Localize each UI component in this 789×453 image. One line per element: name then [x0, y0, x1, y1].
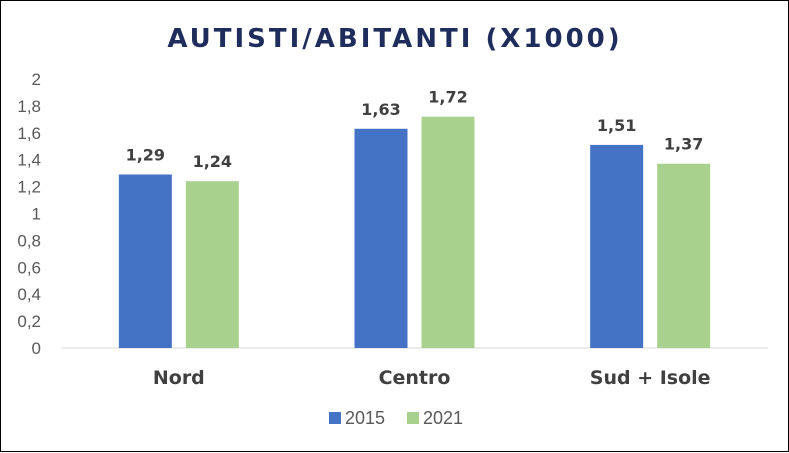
data-label: 1,37 — [664, 135, 703, 154]
bar-2015-1 — [354, 128, 408, 348]
x-axis-categories: Nord Centro Sud + Isole — [153, 367, 711, 389]
bar-2021-2 — [657, 163, 711, 348]
data-label: 1,51 — [597, 116, 636, 135]
bar-2015-0 — [118, 174, 172, 348]
chart-title: AUTISTI/ABITANTI (X1000) — [167, 24, 622, 54]
y-tick-label: 2 — [32, 70, 41, 89]
data-label: 1,29 — [126, 145, 165, 164]
y-axis-ticks: 0 0,2 0,4 0,6 0,8 1 1,2 1,4 1,6 1,8 2 — [17, 70, 41, 358]
bars-group — [118, 116, 711, 348]
x-category-label: Sud + Isole — [590, 367, 711, 389]
y-tick-label: 0,2 — [17, 312, 41, 331]
data-label: 1,72 — [428, 88, 467, 107]
data-labels-group: 1,29 1,24 1,63 1,72 1,51 1,37 — [126, 88, 704, 172]
y-tick-label: 0,8 — [17, 231, 41, 250]
x-category-label: Centro — [379, 367, 451, 389]
data-label: 1,63 — [361, 100, 400, 119]
y-tick-label: 1 — [32, 205, 41, 224]
x-category-label: Nord — [153, 367, 205, 389]
data-label: 1,24 — [193, 152, 232, 171]
legend-swatch — [407, 412, 419, 424]
legend-label: 2021 — [423, 408, 463, 428]
y-tick-label: 1,6 — [17, 124, 41, 143]
y-tick-label: 0,4 — [17, 285, 41, 304]
bar-2021-0 — [185, 181, 239, 348]
bar-2015-2 — [590, 144, 644, 348]
bar-2021-1 — [421, 116, 475, 348]
y-tick-label: 1,8 — [17, 97, 41, 116]
y-tick-label: 0 — [32, 339, 41, 358]
y-tick-label: 0,6 — [17, 258, 41, 277]
legend-swatch — [329, 412, 341, 424]
y-tick-label: 1,2 — [17, 178, 41, 197]
y-tick-label: 1,4 — [17, 151, 41, 170]
legend: 2015 2021 — [329, 408, 463, 428]
legend-label: 2015 — [345, 408, 385, 428]
